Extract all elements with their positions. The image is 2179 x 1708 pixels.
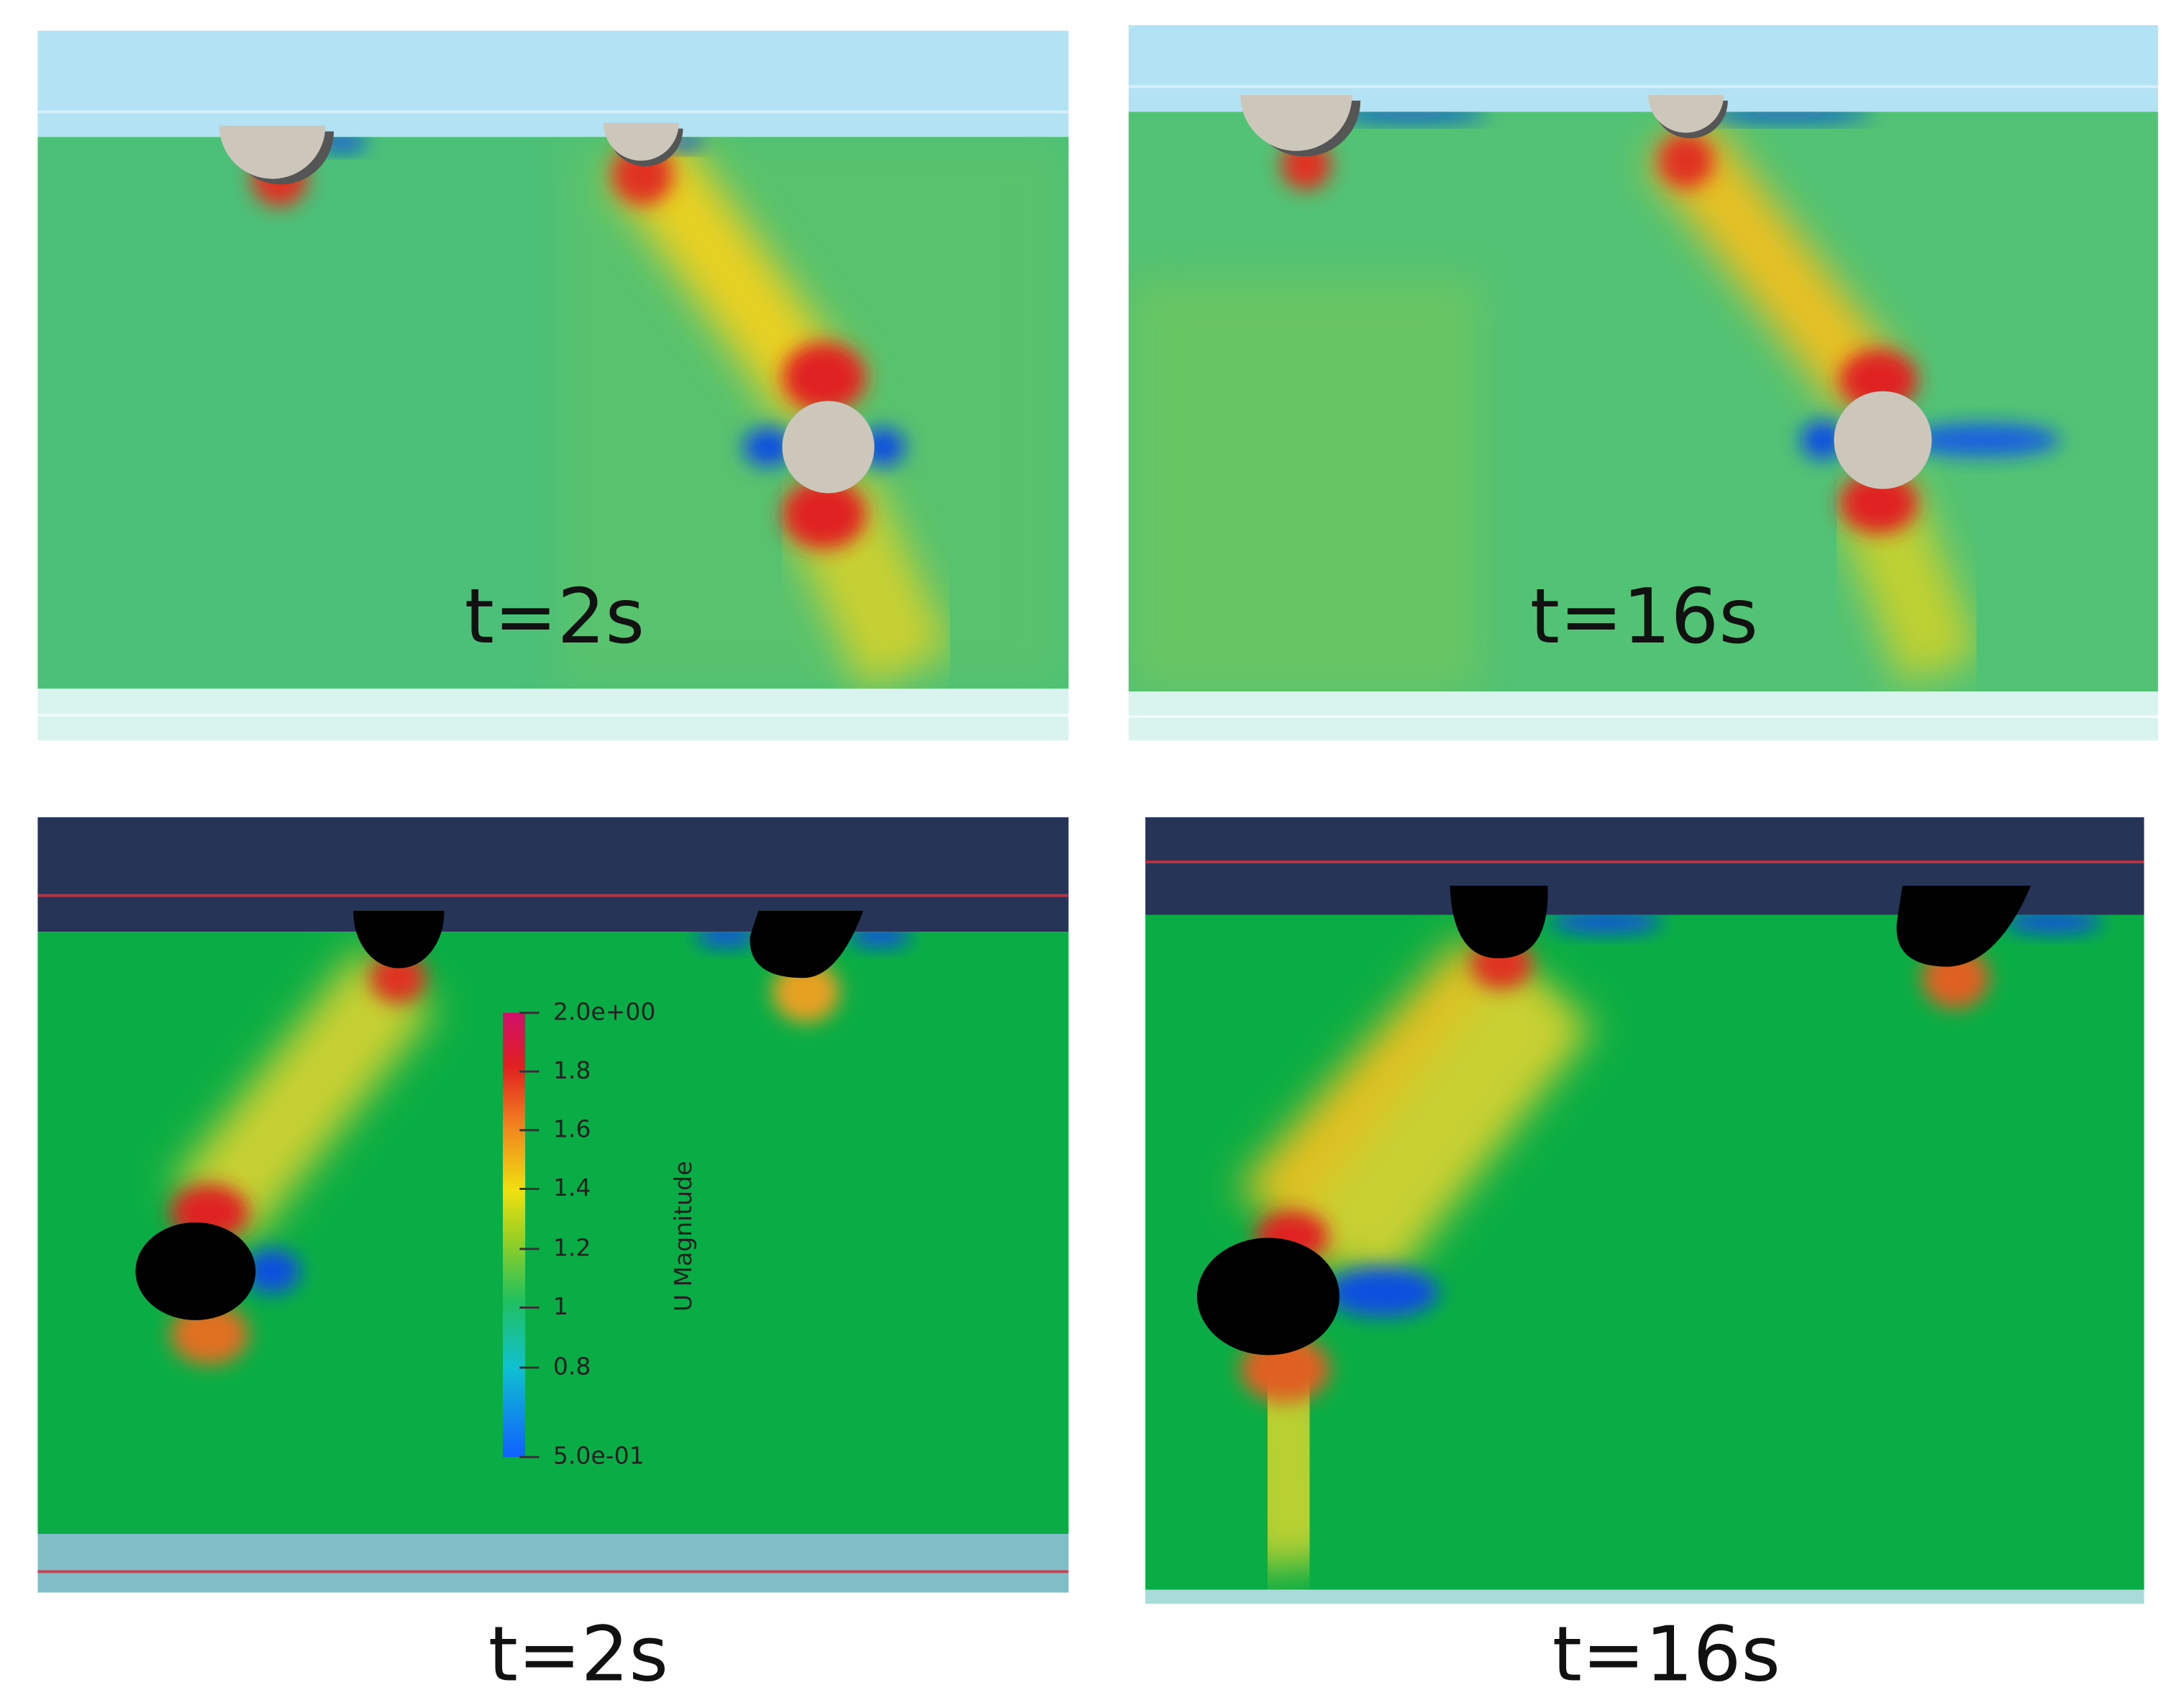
panel-top-left: t=2s [37, 30, 1069, 741]
panel-label: t=2s [465, 573, 645, 660]
colorbar-tick-label: 1.4 [553, 1173, 591, 1201]
colorbar-tick-label: 2.0e+00 [553, 997, 655, 1025]
panel-top-right: t=16s [1128, 25, 2158, 741]
colorbar-tick-label: 1.6 [553, 1114, 591, 1143]
panel-bottom-right [1145, 817, 2144, 1604]
colorbar-title: U Magnitude [669, 1161, 697, 1312]
panel-label: t=16s [1530, 573, 1758, 660]
panel-bottom-left: 2.0e+00 1.8 1.6 1.4 1.2 1 0.8 5.0e-01 U Magnitu… [37, 817, 1069, 1593]
colorbar-tick-label: 0.8 [553, 1352, 591, 1380]
colorbar-tick-label: 1 [553, 1292, 568, 1320]
colorbar-tick-label: 1.8 [553, 1056, 591, 1084]
caption: t=2s [488, 1611, 668, 1699]
colorbar: 2.0e+00 1.8 1.6 1.4 1.2 1 0.8 5.0e-01 U Magnitu… [503, 997, 697, 1470]
caption: t=16s [1552, 1611, 1780, 1699]
colorbar-tick-label: 1.2 [553, 1233, 591, 1261]
colorbar-tick-label: 5.0e-01 [553, 1442, 645, 1470]
